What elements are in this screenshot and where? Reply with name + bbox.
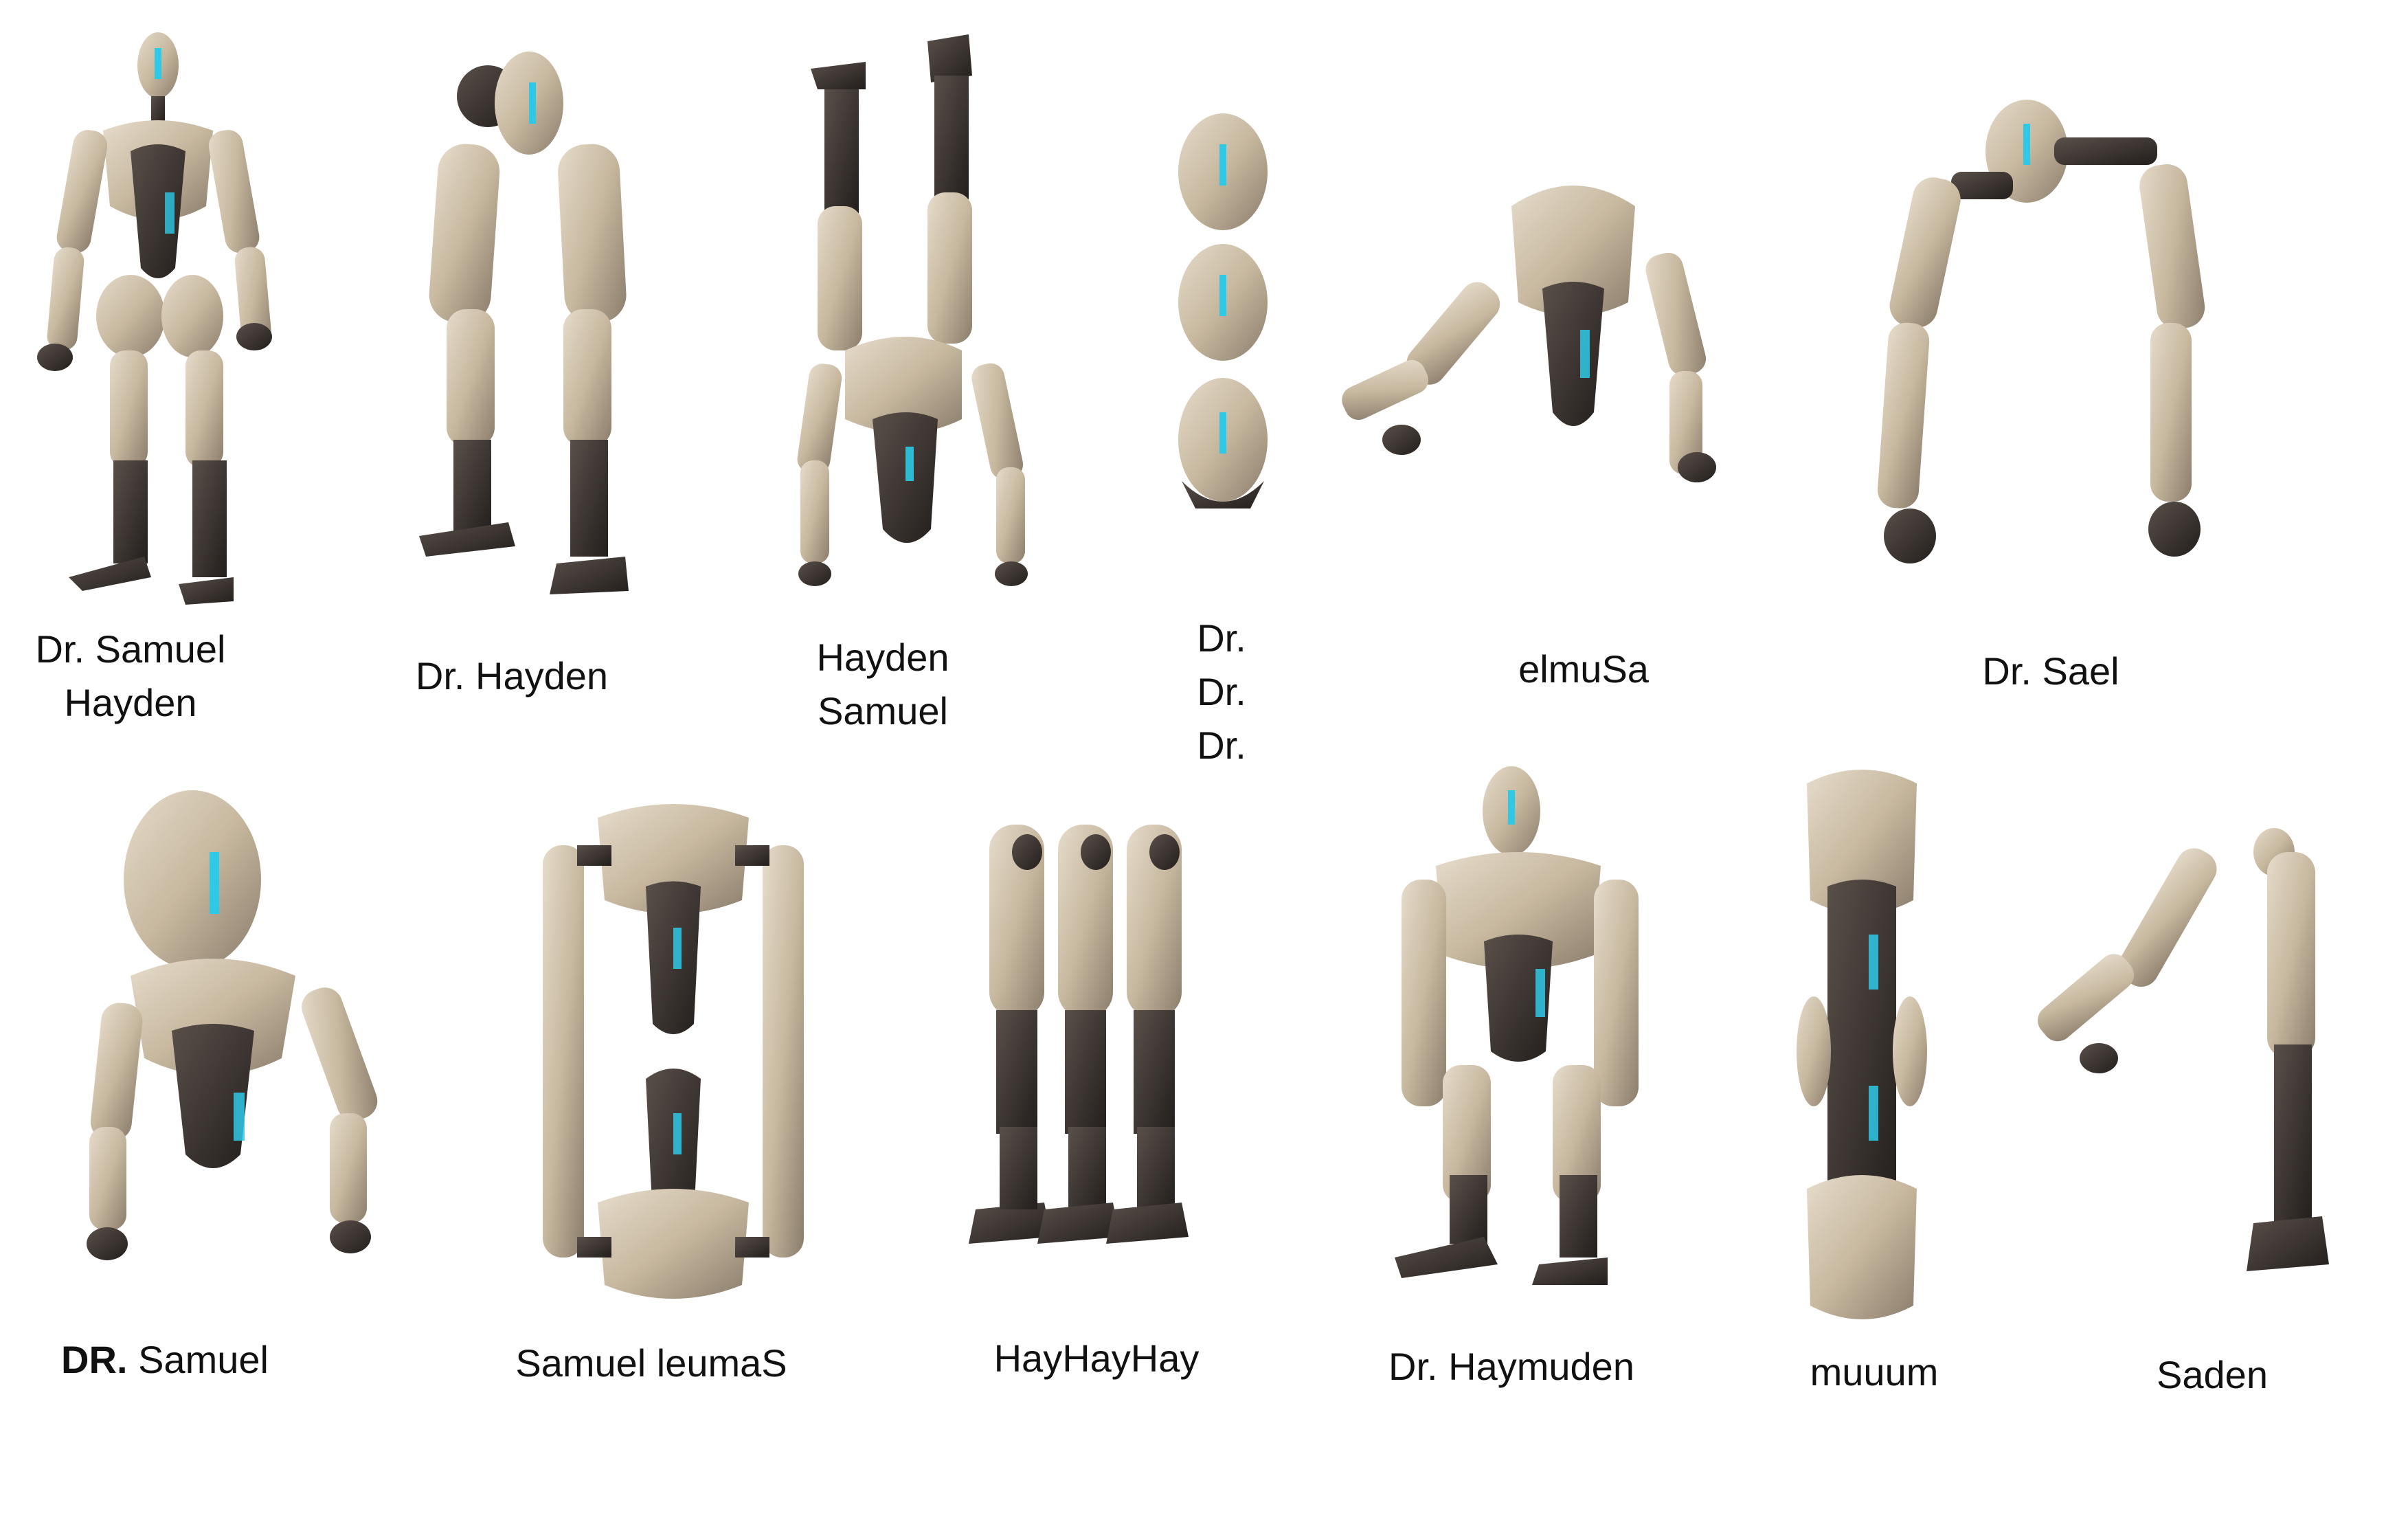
- caption-2: Dr. Hayden: [415, 654, 609, 697]
- caption-4: Dr. Dr. Dr.: [1197, 612, 1246, 772]
- robot-saden-figure: [2038, 828, 2329, 1271]
- caption-10: Dr. Haymuden: [1388, 1345, 1634, 1388]
- robot-crawl-figure: [1342, 186, 1716, 482]
- robot-haymuden-figure: [1395, 766, 1639, 1285]
- caption-3-line-2: Samuel: [818, 689, 948, 733]
- caption-4-line-3: Dr.: [1197, 724, 1246, 767]
- caption-5: elmuSa: [1518, 647, 1649, 691]
- robot-stack-heads-figure: [1178, 113, 1268, 509]
- caption-6: Dr. Sael: [1982, 649, 2119, 693]
- caption-1-line-2: Hayden: [64, 681, 197, 724]
- caption-1: Dr. Samuel Hayden: [36, 623, 226, 730]
- caption-9: HayHayHay: [993, 1337, 1200, 1380]
- robot-triple-legs-figure: [969, 825, 1189, 1244]
- caption-1-line-1: Dr. Samuel: [35, 627, 226, 671]
- caption-11: muuum: [1810, 1350, 1939, 1394]
- caption-4-line-2: Dr.: [1197, 670, 1246, 713]
- robot-hayden-figure: [419, 52, 629, 594]
- robot-sael-figure: [1877, 100, 2205, 563]
- caption-7-bold: DR.: [61, 1338, 128, 1381]
- robot-loop-figure: [543, 804, 804, 1299]
- caption-8: Samuel leumaS: [515, 1341, 787, 1385]
- caption-7: DR. Samuel: [61, 1333, 269, 1387]
- caption-3-line-1: Hayden: [816, 636, 949, 679]
- caption-3: Hayden Samuel: [816, 631, 949, 738]
- robot-full-figure: [37, 32, 272, 605]
- caption-4-line-1: Dr.: [1197, 616, 1246, 660]
- robot-dr-samuel-figure: [87, 790, 378, 1260]
- robot-handstand-figure: [797, 34, 1028, 586]
- caption-12: Saden: [2157, 1353, 2268, 1396]
- robot-muuum-figure: [1797, 770, 1927, 1319]
- caption-7-text: Samuel: [138, 1338, 269, 1381]
